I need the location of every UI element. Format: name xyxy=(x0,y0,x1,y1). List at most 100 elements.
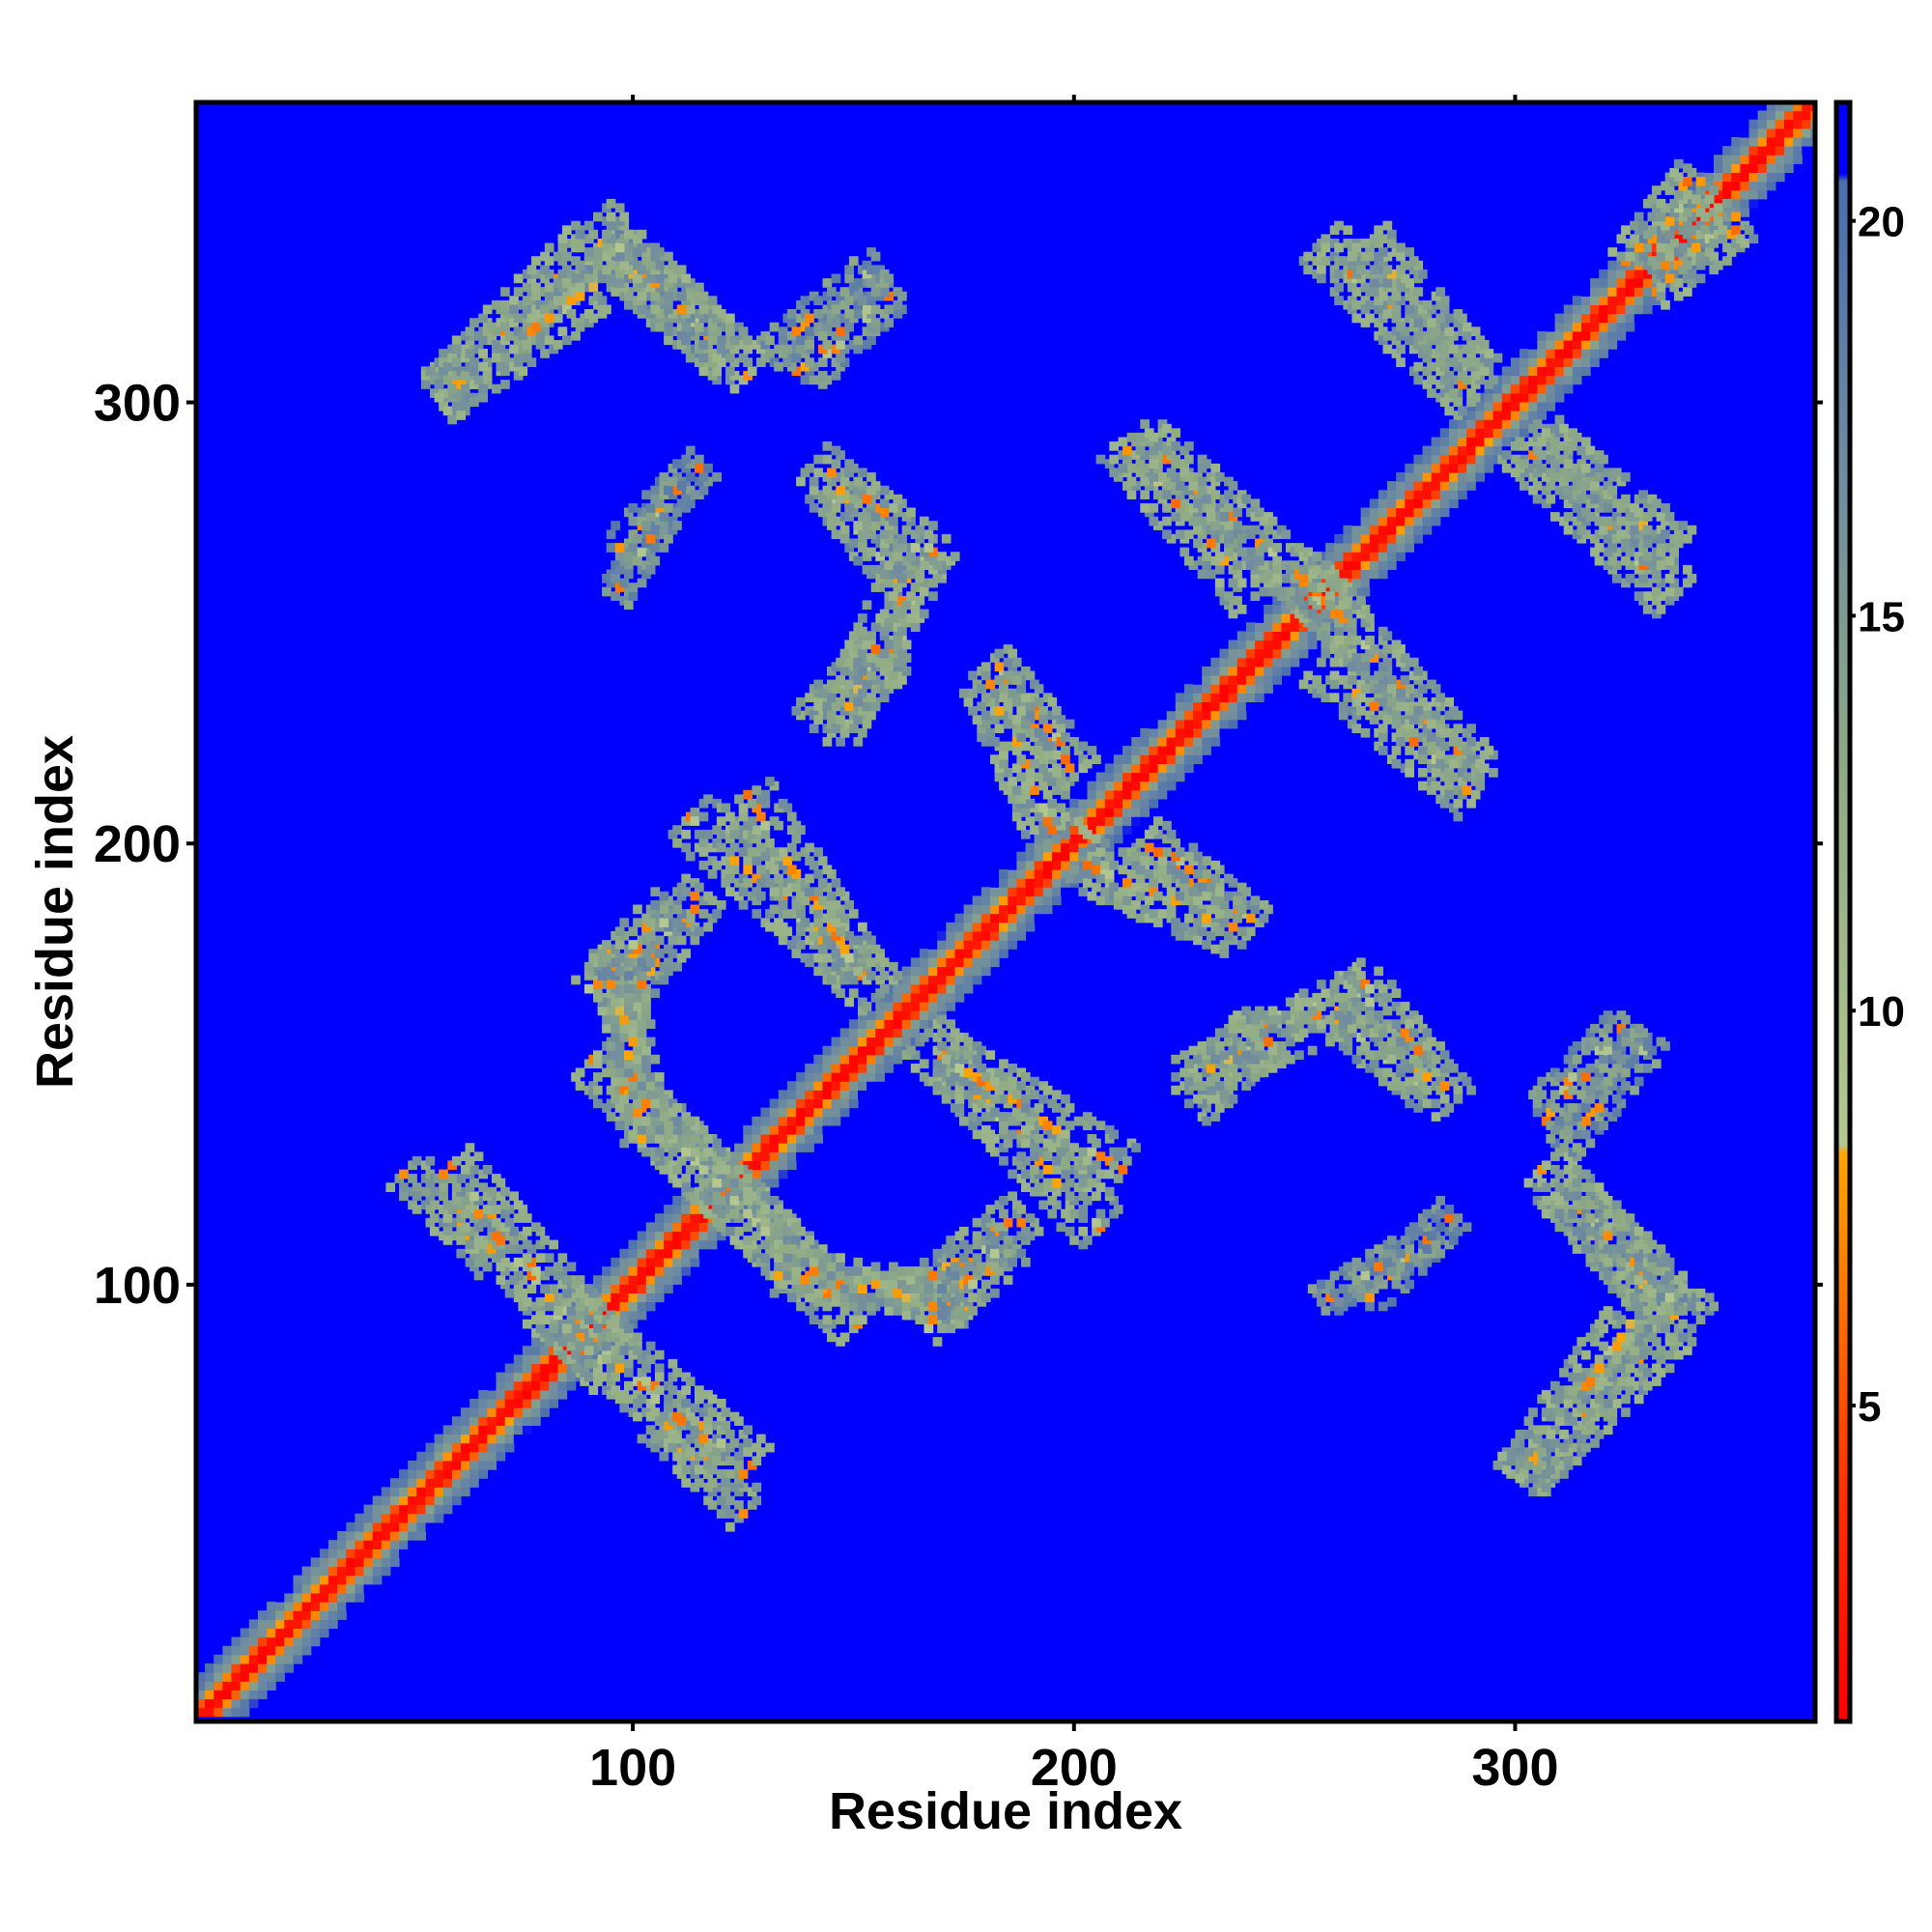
heatmap-cell xyxy=(1740,208,1749,217)
heatmap-cell xyxy=(629,1019,639,1029)
heatmap-cell xyxy=(562,1323,572,1333)
heatmap-cell xyxy=(452,1196,462,1206)
heatmap-cell xyxy=(894,1297,903,1307)
heatmap-cell xyxy=(836,737,845,747)
heatmap-cell xyxy=(734,1452,744,1462)
heatmap-cell xyxy=(752,785,761,795)
heatmap-cell xyxy=(1237,675,1247,685)
heatmap-cell xyxy=(426,1156,436,1166)
heatmap-cell xyxy=(213,1663,223,1673)
heatmap-cell xyxy=(399,1522,409,1532)
heatmap-cell xyxy=(571,221,581,231)
heatmap-cell xyxy=(1493,419,1503,429)
heatmap-cell xyxy=(469,1165,479,1175)
heatmap-cell xyxy=(871,1263,881,1272)
heatmap-cell xyxy=(646,1232,656,1241)
heatmap-cell xyxy=(320,1567,329,1577)
heatmap-cell xyxy=(875,1072,885,1082)
heatmap-cell xyxy=(1021,1125,1031,1135)
heatmap-cell xyxy=(1370,498,1379,508)
heatmap-cell xyxy=(1793,146,1803,156)
heatmap-cell xyxy=(1621,1028,1631,1037)
heatmap-cell xyxy=(355,1593,364,1603)
heatmap-cell xyxy=(911,967,921,977)
heatmap-cell xyxy=(739,804,749,813)
heatmap-cell xyxy=(1550,1103,1560,1113)
heatmap-cell xyxy=(672,1452,682,1462)
heatmap-cell xyxy=(810,1258,819,1267)
heatmap-cell xyxy=(937,957,947,967)
heatmap-cell xyxy=(302,1646,312,1656)
heatmap-cell xyxy=(933,1081,943,1091)
heatmap-cell xyxy=(1361,1028,1371,1037)
heatmap-cell xyxy=(942,1094,952,1104)
heatmap-cell xyxy=(937,940,947,950)
heatmap-cell xyxy=(1413,508,1423,518)
heatmap-cell xyxy=(241,1690,250,1699)
heatmap-cell xyxy=(717,1148,726,1157)
heatmap-cell xyxy=(461,1416,470,1426)
heatmap-cell xyxy=(1396,1081,1406,1091)
heatmap-cell xyxy=(1475,428,1485,438)
heatmap-cell xyxy=(624,1007,634,1016)
heatmap-cell xyxy=(416,1505,426,1515)
heatmap-cell xyxy=(1634,1395,1644,1405)
heatmap-cell xyxy=(1096,1151,1106,1161)
heatmap-cell xyxy=(505,1443,515,1453)
heatmap-cell xyxy=(1440,472,1450,482)
heatmap-cell xyxy=(527,265,537,274)
heatmap-cell xyxy=(1387,1081,1397,1091)
heatmap-cell xyxy=(1361,526,1371,535)
heatmap-cell xyxy=(867,971,876,980)
heatmap-cell xyxy=(1131,808,1141,817)
heatmap-cell xyxy=(232,1637,242,1647)
heatmap-cell xyxy=(770,847,780,857)
heatmap-cell xyxy=(959,1227,969,1236)
heatmap-cell xyxy=(1043,1165,1053,1175)
heatmap-cell xyxy=(1352,570,1362,580)
heatmap-cell xyxy=(1511,402,1520,412)
heatmap-cell xyxy=(355,1514,364,1523)
heatmap-cell xyxy=(725,1496,735,1506)
heatmap-cell xyxy=(849,539,859,549)
heatmap-cell xyxy=(1559,1469,1569,1479)
heatmap-cell xyxy=(884,1046,894,1056)
heatmap-cell xyxy=(840,1037,850,1047)
heatmap-cell xyxy=(959,1240,969,1250)
heatmap-cell xyxy=(942,1306,952,1316)
heatmap-cell xyxy=(1012,1201,1022,1210)
heatmap-cell xyxy=(840,945,850,954)
heatmap-cell xyxy=(655,1373,665,1382)
heatmap-cell xyxy=(1016,1218,1026,1228)
heatmap-cell xyxy=(364,1540,374,1549)
heatmap-cell xyxy=(1016,914,1026,923)
heatmap-cell xyxy=(426,1514,436,1523)
heatmap-cell xyxy=(1035,1134,1044,1144)
heatmap-cell xyxy=(1149,763,1158,773)
heatmap-cell xyxy=(937,1015,947,1025)
heatmap-cell xyxy=(497,1425,506,1435)
heatmap-cell xyxy=(1193,702,1203,712)
heatmap-cell xyxy=(1595,1354,1605,1364)
heatmap-cell xyxy=(946,923,955,932)
heatmap-cell xyxy=(346,1576,355,1585)
heatmap-cell xyxy=(867,335,876,345)
heatmap-cell xyxy=(1383,1068,1393,1078)
heatmap-cell xyxy=(1657,1368,1666,1378)
heatmap-cell xyxy=(1109,1130,1119,1140)
heatmap-cell xyxy=(1264,631,1273,640)
heatmap-cell xyxy=(761,821,771,831)
heatmap-cell xyxy=(782,1209,792,1219)
heatmap-cell xyxy=(1607,278,1617,288)
heatmap-cell xyxy=(990,878,1000,888)
heatmap-cell xyxy=(655,1232,665,1241)
heatmap-cell xyxy=(500,300,510,310)
heatmap-cell xyxy=(858,1019,867,1029)
heatmap-cell xyxy=(655,1258,665,1267)
heatmap-cell xyxy=(1016,931,1026,941)
heatmap-cell xyxy=(761,1205,771,1214)
heatmap-cell xyxy=(1758,173,1768,183)
heatmap-cell xyxy=(827,892,837,901)
heatmap-cell xyxy=(1396,472,1406,482)
heatmap-cell xyxy=(611,1024,620,1034)
